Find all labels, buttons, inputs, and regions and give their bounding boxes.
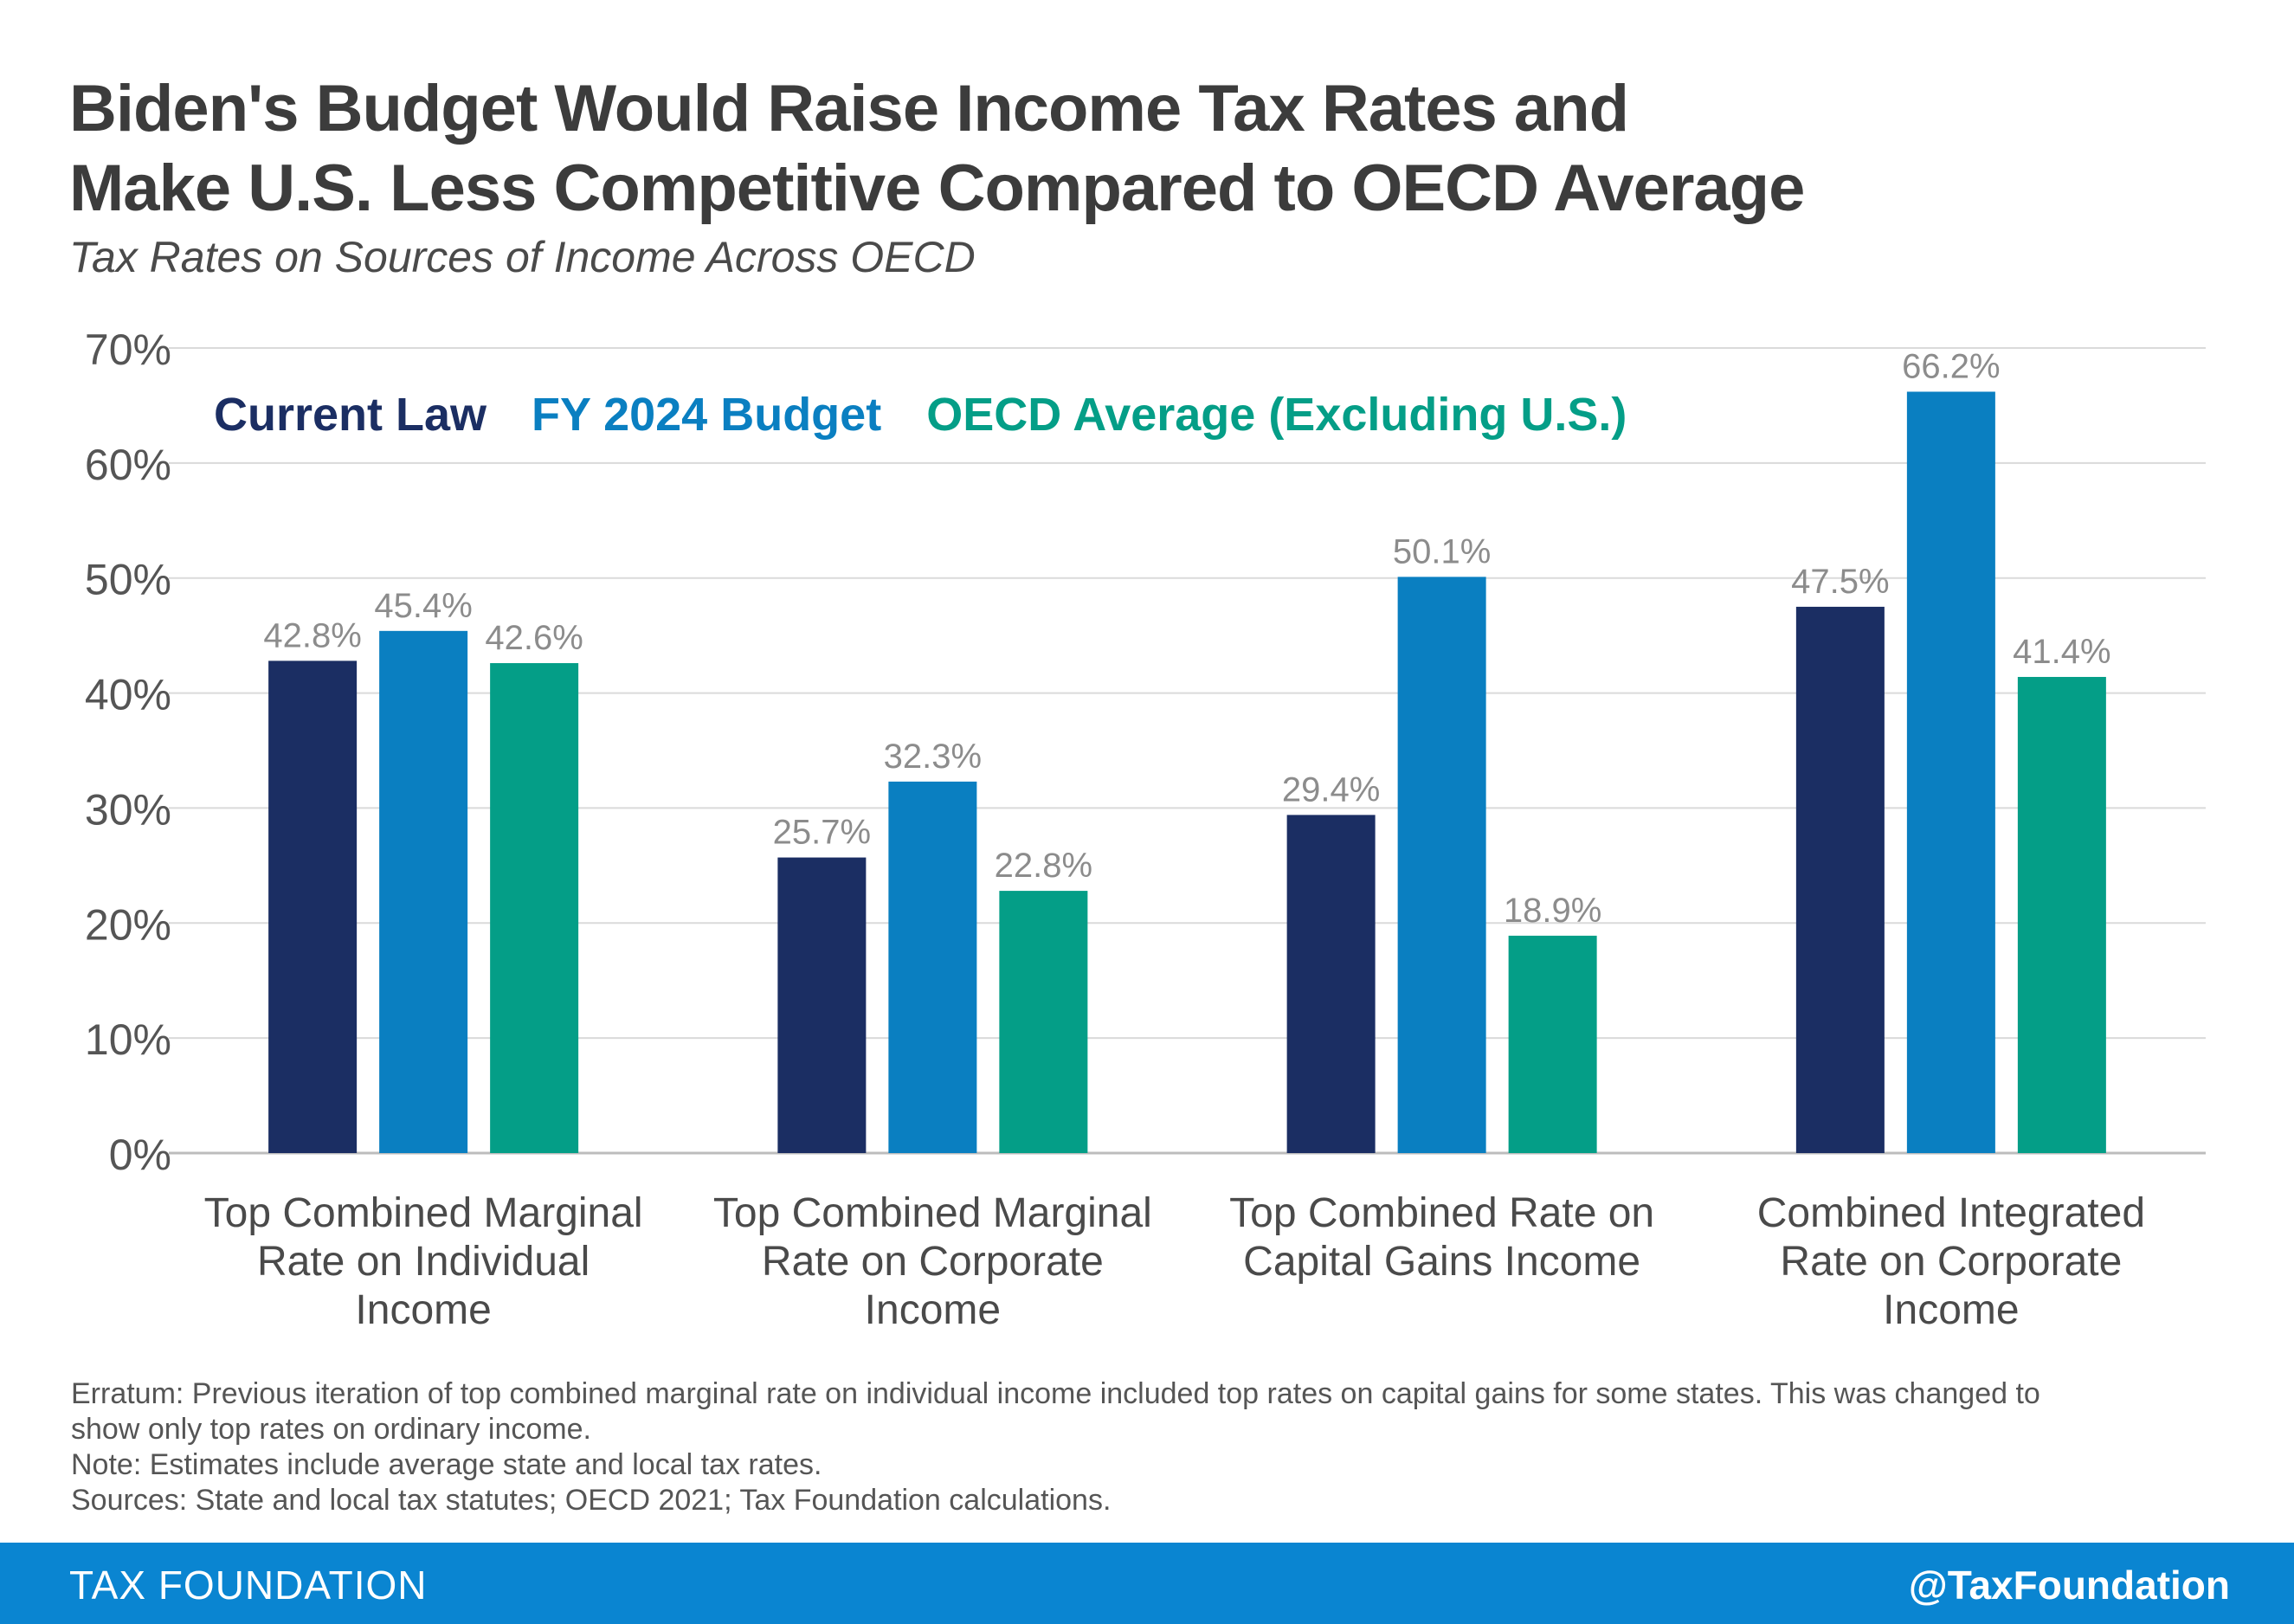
bar-value-label: 25.7% (773, 814, 871, 852)
bar (490, 663, 579, 1153)
title-line-2: Make U.S. Less Competitive Compared to O… (69, 151, 1805, 225)
bar-value-label: 47.5% (1791, 563, 1889, 601)
y-tick-label: 70% (85, 325, 171, 374)
bar-value-label: 50.1% (1393, 532, 1491, 570)
bar-chart: 0% 10% 20% 30% 40% 50% 60% 70% 42.8% 45.4% 42.6% To… (85, 325, 2206, 1333)
bar (1906, 391, 1995, 1153)
bar (777, 857, 867, 1153)
x-category-label: Top Combined Marginal (204, 1190, 643, 1236)
x-category-label: Rate on Corporate (762, 1239, 1104, 1285)
title-line-1: Biden's Budget Would Raise Income Tax Ra… (69, 72, 1629, 145)
y-tick-label: 40% (85, 671, 171, 719)
y-tick-label: 60% (85, 441, 171, 489)
bar-value-label: 18.9% (1504, 892, 1601, 930)
bar-value-label: 42.6% (485, 619, 583, 657)
bar (268, 661, 358, 1153)
bar (999, 891, 1088, 1153)
bar-value-label: 32.3% (884, 738, 982, 776)
estimates-note: Note: Estimates include average state an… (71, 1448, 822, 1481)
y-tick-label: 20% (85, 900, 171, 949)
legend-item-fy2024-budget: FY 2024 Budget (532, 389, 882, 441)
bar (1795, 606, 1885, 1153)
y-tick-label: 0% (109, 1131, 171, 1179)
x-category-label: Rate on Corporate (1780, 1239, 2122, 1285)
erratum-note-line-2: show only top rates on ordinary income. (71, 1413, 591, 1446)
bar (379, 630, 468, 1153)
x-category-label: Rate on Individual (257, 1239, 590, 1285)
legend-item-oecd-average: OECD Average (Excluding U.S.) (926, 389, 1627, 441)
y-tick-label: 50% (85, 556, 171, 604)
legend: Current Law FY 2024 Budget OECD Average … (214, 388, 1627, 441)
bar-value-label: 41.4% (2013, 633, 2110, 671)
erratum-note-line-1: Erratum: Previous iteration of top combi… (71, 1377, 2040, 1410)
bar (1286, 815, 1376, 1153)
bar-value-label: 22.8% (995, 847, 1092, 885)
x-category-label: Income (355, 1287, 491, 1333)
bar (888, 781, 977, 1153)
x-category-label: Capital Gains Income (1243, 1239, 1640, 1285)
footer-handle: @TaxFoundation (1908, 1563, 2230, 1608)
x-category-label: Income (1883, 1287, 2019, 1333)
chart-subtitle: Tax Rates on Sources of Income Across OE… (69, 233, 976, 281)
y-tick-label: 10% (85, 1015, 171, 1064)
legend-item-current-law: Current Law (214, 389, 487, 441)
notes: Erratum: Previous iteration of top combi… (71, 1376, 2226, 1518)
bar (2017, 676, 2106, 1153)
x-category-label: Top Combined Marginal (713, 1190, 1152, 1236)
bar-value-label: 29.4% (1282, 770, 1380, 809)
sources-note: Sources: State and local tax statutes; O… (71, 1484, 1112, 1517)
bar (1508, 935, 1597, 1153)
bar-value-label: 66.2% (1902, 347, 2000, 385)
bar (1397, 577, 1486, 1153)
bar-value-label: 45.4% (374, 587, 472, 625)
x-category-label: Top Combined Rate on (1229, 1190, 1654, 1236)
y-tick-label: 30% (85, 785, 171, 834)
footer-bar: TAX FOUNDATION @TaxFoundation (0, 1543, 2294, 1624)
chart-title: Biden's Budget Would Raise Income Tax Ra… (69, 69, 2190, 229)
bar-value-label: 42.8% (263, 616, 361, 654)
x-category-label: Combined Integrated (1757, 1190, 2145, 1236)
footer-brand: TAX FOUNDATION (69, 1563, 428, 1608)
x-category-label: Income (865, 1287, 1001, 1333)
